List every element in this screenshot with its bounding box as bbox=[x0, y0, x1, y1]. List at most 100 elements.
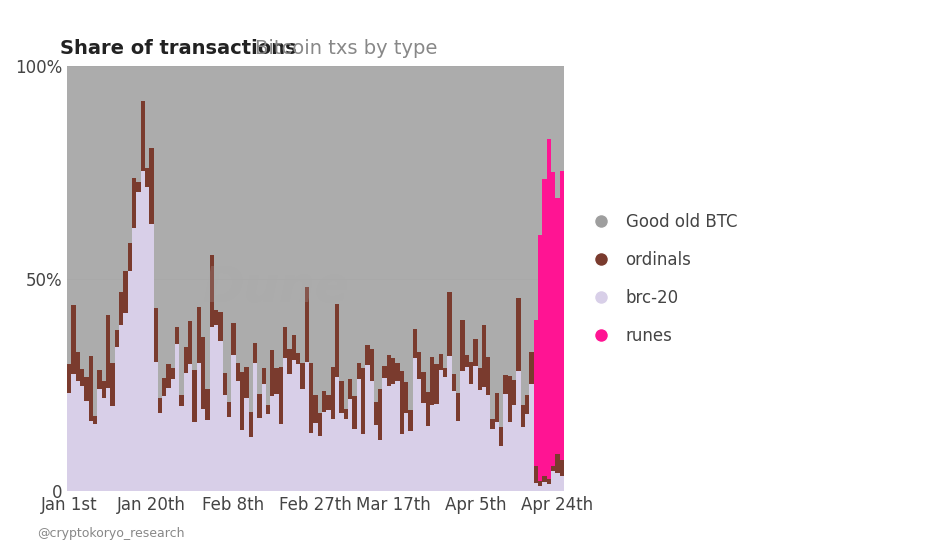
Bar bbox=[274, 369, 278, 393]
Bar bbox=[447, 291, 451, 356]
Bar bbox=[106, 66, 110, 315]
Bar bbox=[413, 329, 416, 358]
Bar bbox=[507, 422, 512, 491]
Bar bbox=[455, 393, 460, 422]
Bar bbox=[520, 66, 525, 405]
Bar bbox=[80, 386, 84, 491]
Bar bbox=[158, 66, 162, 398]
Bar bbox=[520, 405, 525, 428]
Bar bbox=[503, 66, 507, 375]
Bar bbox=[365, 344, 369, 365]
Bar bbox=[205, 66, 210, 389]
Bar bbox=[296, 66, 300, 353]
Bar bbox=[106, 388, 110, 491]
Bar bbox=[227, 417, 231, 491]
Bar bbox=[283, 358, 287, 491]
Bar bbox=[76, 381, 80, 491]
Bar bbox=[348, 398, 352, 491]
Bar bbox=[317, 413, 322, 436]
Bar bbox=[313, 395, 317, 423]
Bar bbox=[248, 437, 252, 491]
Bar bbox=[127, 271, 132, 491]
Bar bbox=[490, 66, 494, 419]
Bar bbox=[231, 66, 235, 323]
Bar bbox=[559, 171, 564, 460]
Bar bbox=[110, 363, 115, 406]
Bar bbox=[451, 391, 455, 491]
Bar bbox=[554, 66, 559, 198]
Bar bbox=[477, 66, 481, 368]
Bar bbox=[528, 66, 533, 352]
Bar bbox=[541, 179, 546, 476]
Bar bbox=[184, 347, 188, 372]
Bar bbox=[403, 413, 408, 491]
Bar bbox=[477, 390, 481, 491]
Bar bbox=[218, 312, 222, 342]
Bar bbox=[429, 358, 434, 405]
Bar bbox=[136, 192, 140, 491]
Bar bbox=[179, 406, 184, 491]
Bar bbox=[205, 420, 210, 491]
Bar bbox=[541, 476, 546, 482]
Bar bbox=[93, 66, 97, 415]
Bar bbox=[455, 422, 460, 491]
Bar bbox=[538, 235, 541, 481]
Bar bbox=[132, 178, 136, 228]
Bar bbox=[201, 66, 205, 337]
Bar bbox=[89, 420, 93, 491]
Bar bbox=[162, 379, 166, 396]
Bar bbox=[227, 66, 231, 402]
Bar bbox=[184, 66, 188, 347]
Bar bbox=[188, 321, 192, 364]
Bar bbox=[494, 66, 499, 393]
Bar bbox=[374, 402, 378, 425]
Bar bbox=[179, 66, 184, 395]
Bar bbox=[416, 352, 421, 379]
Bar bbox=[171, 379, 175, 491]
Bar bbox=[197, 363, 201, 491]
Bar bbox=[481, 325, 486, 387]
Bar bbox=[352, 66, 356, 396]
Bar bbox=[132, 228, 136, 491]
Bar bbox=[313, 66, 317, 395]
Bar bbox=[102, 398, 106, 491]
Bar bbox=[244, 66, 248, 367]
Bar bbox=[425, 392, 429, 426]
Bar bbox=[278, 66, 283, 368]
Bar bbox=[512, 66, 515, 380]
Bar bbox=[374, 425, 378, 491]
Bar bbox=[499, 66, 503, 427]
Bar bbox=[533, 320, 538, 466]
Bar bbox=[309, 66, 313, 364]
Bar bbox=[205, 389, 210, 420]
Bar bbox=[270, 66, 274, 350]
Bar bbox=[382, 378, 387, 491]
Bar bbox=[300, 389, 304, 491]
Bar bbox=[348, 66, 352, 379]
Bar bbox=[291, 335, 296, 360]
Bar bbox=[400, 66, 403, 371]
Bar bbox=[490, 419, 494, 429]
Bar bbox=[97, 66, 102, 370]
Bar bbox=[554, 198, 559, 455]
Bar bbox=[559, 476, 564, 491]
Text: Share of transactions: Share of transactions bbox=[60, 39, 297, 57]
Bar bbox=[442, 377, 447, 491]
Bar bbox=[235, 364, 240, 381]
Bar bbox=[89, 356, 93, 420]
Bar bbox=[494, 423, 499, 491]
Bar bbox=[84, 377, 89, 401]
Bar bbox=[481, 66, 486, 325]
Bar bbox=[512, 380, 515, 406]
Bar bbox=[434, 364, 438, 404]
Bar bbox=[451, 374, 455, 391]
Bar bbox=[231, 355, 235, 491]
Bar bbox=[222, 395, 227, 491]
Bar bbox=[240, 66, 244, 372]
Bar bbox=[175, 66, 179, 327]
Bar bbox=[438, 66, 442, 354]
Bar bbox=[390, 66, 395, 358]
Bar bbox=[127, 242, 132, 271]
Bar bbox=[515, 66, 520, 298]
Bar bbox=[352, 396, 356, 429]
